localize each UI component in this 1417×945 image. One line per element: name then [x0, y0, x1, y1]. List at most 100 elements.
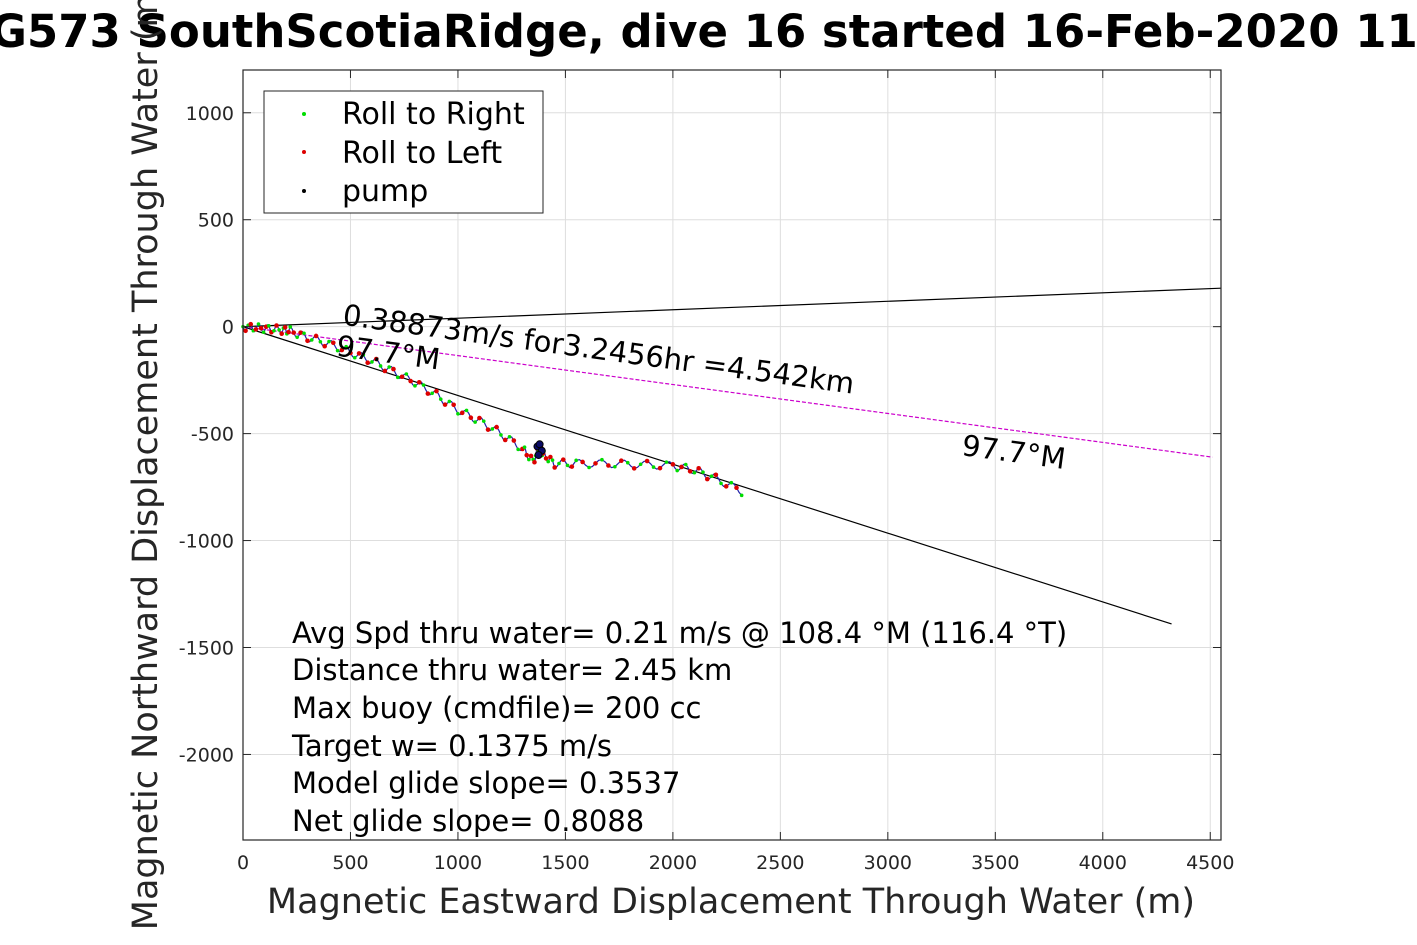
roll-right-point [327, 339, 331, 344]
roll-right-point [481, 419, 486, 423]
roll-right-point [499, 433, 503, 437]
roll-left-point [524, 452, 530, 458]
roll-right-point [651, 465, 656, 469]
legend-label-roll-right: Roll to Right [342, 97, 525, 132]
roll-right-point [507, 434, 512, 439]
roll-left-point [644, 458, 650, 464]
roll-left-point [322, 343, 327, 349]
legend-marker-roll-left [302, 150, 306, 154]
x-tick-label: 500 [332, 852, 368, 874]
roll-right-point [387, 365, 391, 369]
roll-right-point [352, 355, 357, 360]
roll-left-point [477, 415, 482, 421]
roll-left-point [528, 453, 534, 459]
roll-left-point [365, 360, 370, 366]
roll-left-point [734, 485, 739, 490]
y-tick-label: -1500 [179, 638, 234, 660]
line-current [242, 326, 1213, 458]
roll-right-point [719, 481, 723, 486]
x-tick-label: 2000 [649, 852, 697, 874]
x-axis-label: Magnetic Eastward Displacement Through W… [267, 882, 1195, 922]
stat-distance: Distance thru water= 2.45 km [292, 653, 732, 687]
roll-right-point [664, 460, 669, 464]
roll-left-point [560, 457, 566, 462]
roll-left-point [286, 329, 291, 335]
y-axis-ticks: 1000 500 0 -500 -1000 -1500 -2000 [179, 103, 1221, 766]
roll-left-point [416, 379, 422, 385]
pump-point [534, 451, 543, 459]
roll-right-point [473, 420, 477, 424]
roll-left-point [425, 391, 431, 396]
legend-box [263, 90, 544, 214]
roll-right-point [335, 348, 340, 353]
x-tick-label: 4000 [1079, 852, 1127, 874]
x-tick-label: 2500 [756, 852, 804, 874]
legend-label-roll-left: Roll to Left [342, 136, 502, 171]
roll-right-point [395, 375, 400, 380]
legend-marker-pump [302, 189, 306, 193]
roll-right-point [277, 328, 281, 332]
y-axis-label: Magnetic Northward Displacement Through … [126, 0, 166, 930]
roll-right-point [490, 427, 495, 431]
roll-left-point [713, 472, 719, 478]
heading-label-far: 97.7°M [960, 428, 1068, 476]
legend-marker-roll-right [302, 112, 306, 116]
roll-left-point [382, 368, 388, 374]
roll-left-point [511, 438, 517, 443]
roll-right-point [546, 459, 551, 464]
roll-left-point [291, 330, 297, 335]
roll-right-point [309, 338, 314, 342]
roll-left-point [502, 437, 508, 443]
roll-left-point [408, 378, 413, 384]
roll-right-point [295, 335, 299, 340]
roll-left-point [532, 459, 537, 465]
stat-max-buoy: Max buoy (cmdfile)= 200 cc [292, 691, 701, 725]
roll-right-point [625, 460, 630, 465]
roll-left-point [468, 415, 474, 420]
roll-right-point [370, 360, 374, 364]
dive-track [241, 321, 744, 498]
roll-right-point [447, 399, 452, 404]
roll-right-point [574, 458, 578, 463]
line-north [242, 287, 1222, 328]
roll-left-point [330, 340, 336, 346]
y-tick-label: 0 [222, 317, 234, 339]
x-axis-ticks: 0 500 1000 1500 2000 2500 3000 3500 4000 4500 [237, 70, 1234, 874]
stat-avg-speed: Avg Spd thru water= 0.21 m/s @ 108.4 °M … [292, 616, 1067, 650]
roll-left-point [313, 333, 319, 339]
roll-right-point [272, 328, 276, 333]
roll-left-point [580, 459, 585, 465]
y-tick-label: 1000 [186, 103, 234, 125]
legend-label-pump: pump [342, 174, 428, 209]
roll-left-point [723, 484, 729, 489]
roll-left-point [305, 338, 310, 344]
roll-left-point [670, 462, 676, 467]
roll-left-point [434, 388, 439, 394]
x-tick-label: 3500 [971, 852, 1019, 874]
roll-left-point [704, 476, 710, 482]
x-tick-label: 1500 [541, 852, 589, 874]
roll-left-point [631, 466, 637, 471]
roll-right-point [421, 383, 426, 387]
roll-left-point [356, 351, 362, 356]
roll-left-point [348, 350, 353, 356]
dive-statistics: Avg Spd thru water= 0.21 m/s @ 108.4 °M … [291, 616, 1067, 838]
roll-right-point [683, 462, 688, 467]
roll-right-point [613, 464, 617, 469]
roll-right-point [701, 470, 705, 474]
roll-right-point [550, 458, 555, 462]
roll-right-point [557, 461, 561, 466]
roll-right-point [256, 322, 261, 326]
roll-right-point [522, 445, 527, 449]
annotations: 0.38873m/s for3.2456hr =4.542km97.7°M97.… [334, 298, 1067, 476]
roll-right-point [456, 411, 460, 416]
roll-right-point [675, 468, 679, 473]
roll-left-point [442, 402, 448, 407]
roll-left-point [451, 402, 456, 408]
roll-left-point [339, 347, 345, 353]
roll-left-point [552, 465, 557, 470]
y-tick-label: -500 [191, 424, 234, 446]
roll-right-point [638, 462, 643, 467]
roll-left-point [606, 463, 611, 468]
